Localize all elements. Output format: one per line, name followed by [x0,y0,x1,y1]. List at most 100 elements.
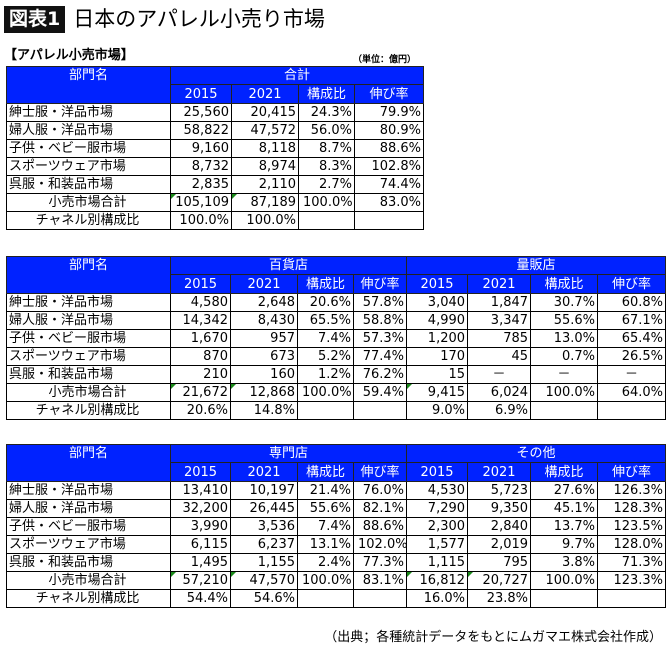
cell: 20.6% [170,401,231,420]
col-header-2021: 2021 [231,84,299,104]
cell: 100.0% [530,571,599,590]
figure-title-text: 日本のアパレル小売り市場 [73,7,325,31]
cell-2021: 8,118 [231,139,299,158]
cell: 2,648 [230,293,298,312]
cell-share: 8.7% [298,139,355,158]
table-row: 呉服・和装品市場 2,835 2,110 2.7% 74.4% [6,175,425,194]
row-label: 婦人服・洋品市場 [6,499,171,518]
row-label: 婦人服・洋品市場 [6,311,171,330]
col-header-category: 部門名 [6,66,171,104]
col-header-2021: 2021 [467,274,532,294]
cell-share: 100.0% [298,193,355,212]
cell: 6,237 [230,535,298,554]
col-header-share: 構成比 [530,274,599,294]
cell-2021: 100.0% [231,211,299,230]
row-label: 紳士服・洋品市場 [6,481,171,500]
cell-share: 2.7% [298,175,355,194]
row-label: チャネル別構成比 [6,589,171,608]
col-header-growth: 伸び率 [597,274,667,294]
cell: 3,347 [467,311,532,330]
cell: 1,495 [170,553,231,572]
cell-growth: 80.9% [353,121,425,140]
table-row-channel-share: チャネル別構成比 20.6% 14.8% 9.0% 6.9% [6,401,667,420]
row-label: 小売市場合計 [6,383,171,402]
col-header-2015: 2015 [406,462,469,482]
cell-growth: 88.6% [353,139,425,158]
cell-2021: 20,415 [231,103,299,122]
cell: 4,990 [406,311,469,330]
total-market-table: 部門名 合計 2015 2021 構成比 伸び率 紳士服・洋品市場 25,560… [6,66,425,230]
cell: 7.4% [297,517,354,536]
figure-title: 図表1 日本のアパレル小売り市場 [4,6,325,33]
cell: 12,868 [230,383,298,402]
cell: 1,577 [406,535,469,554]
row-label: 小売市場合計 [6,571,171,590]
cell: 13.0% [530,329,599,348]
cell: 10,197 [230,481,298,500]
group-header-other: その他 [406,444,667,463]
row-label: 呉服・和装品市場 [6,365,171,384]
cell [352,401,408,420]
cell: 16,812 [406,571,469,590]
cell: 123.5% [597,517,667,536]
cell: 210 [170,365,231,384]
cell: 60.8% [597,293,667,312]
cell: 870 [170,347,231,366]
cell: 16.0% [406,589,469,608]
cell [530,589,599,608]
cell: 14,342 [170,311,231,330]
table-row-channel-share: チャネル別構成比 54.4% 54.6% 16.0% 23.8% [6,589,667,608]
cell: 795 [467,553,532,572]
table-row-total: 小売市場合計 57,210 47,570 100.0% 83.1% 16,812… [6,571,667,590]
cell-share [298,211,355,230]
cell: 160 [230,365,298,384]
table-row: 紳士服・洋品市場 25,560 20,415 24.3% 79.9% [6,103,425,122]
table-row: 呉服・和装品市場 1,495 1,155 2.4% 77.3% 1,115 79… [6,553,667,572]
cell: 67.1% [597,311,667,330]
table-row: 紳士服・洋品市場 13,410 10,197 21.4% 76.0% 4,530… [6,481,667,500]
cell: 71.3% [597,553,667,572]
cell: 6,024 [467,383,532,402]
col-header-2021: 2021 [230,274,298,294]
cell: 100.0% [297,383,354,402]
cell: 65.4% [597,329,667,348]
cell: 13.1% [297,535,354,554]
cell-growth [353,211,425,230]
cell [530,401,599,420]
col-header-2015: 2015 [406,274,469,294]
cell-growth: 79.9% [353,103,425,122]
table-row: 子供・ベビー服市場 1,670 957 7.4% 57.3% 1,200 785… [6,329,667,348]
figure-badge: 図表1 [4,6,66,33]
col-header-growth: 伸び率 [353,84,425,104]
cell: 3,990 [170,517,231,536]
cell: 21,672 [170,383,231,402]
cell [297,589,354,608]
group-header-mass-retailer: 量販店 [406,256,667,275]
cell: 57.8% [352,293,408,312]
cell: 58.8% [352,311,408,330]
cell: 3,040 [406,293,469,312]
col-header-2015: 2015 [170,84,232,104]
cell-2015: 105,109 [170,193,232,212]
cell: 55.6% [530,311,599,330]
cell: 4,580 [170,293,231,312]
cell: 9.0% [406,401,469,420]
cell: 45 [467,347,532,366]
cell: 7,290 [406,499,469,518]
unit-label: （単位：億円） [353,55,417,65]
cell: 88.6% [352,517,408,536]
row-label: スポーツウェア市場 [6,347,171,366]
col-header-2015: 2015 [170,274,231,294]
cell: 59.4% [352,383,408,402]
cell: 9.7% [530,535,599,554]
cell-2021: 47,572 [231,121,299,140]
cell: 21.4% [297,481,354,500]
cell: 123.3% [597,571,667,590]
table-row-total: 小売市場合計 105,109 87,189 100.0% 83.0% [6,193,425,212]
cell: 45.1% [530,499,599,518]
table-row: 子供・ベビー服市場 9,160 8,118 8.7% 88.6% [6,139,425,158]
cell: 2.4% [297,553,354,572]
cell: 5,723 [467,481,532,500]
cell: 2,019 [467,535,532,554]
col-header-share: 構成比 [298,84,355,104]
